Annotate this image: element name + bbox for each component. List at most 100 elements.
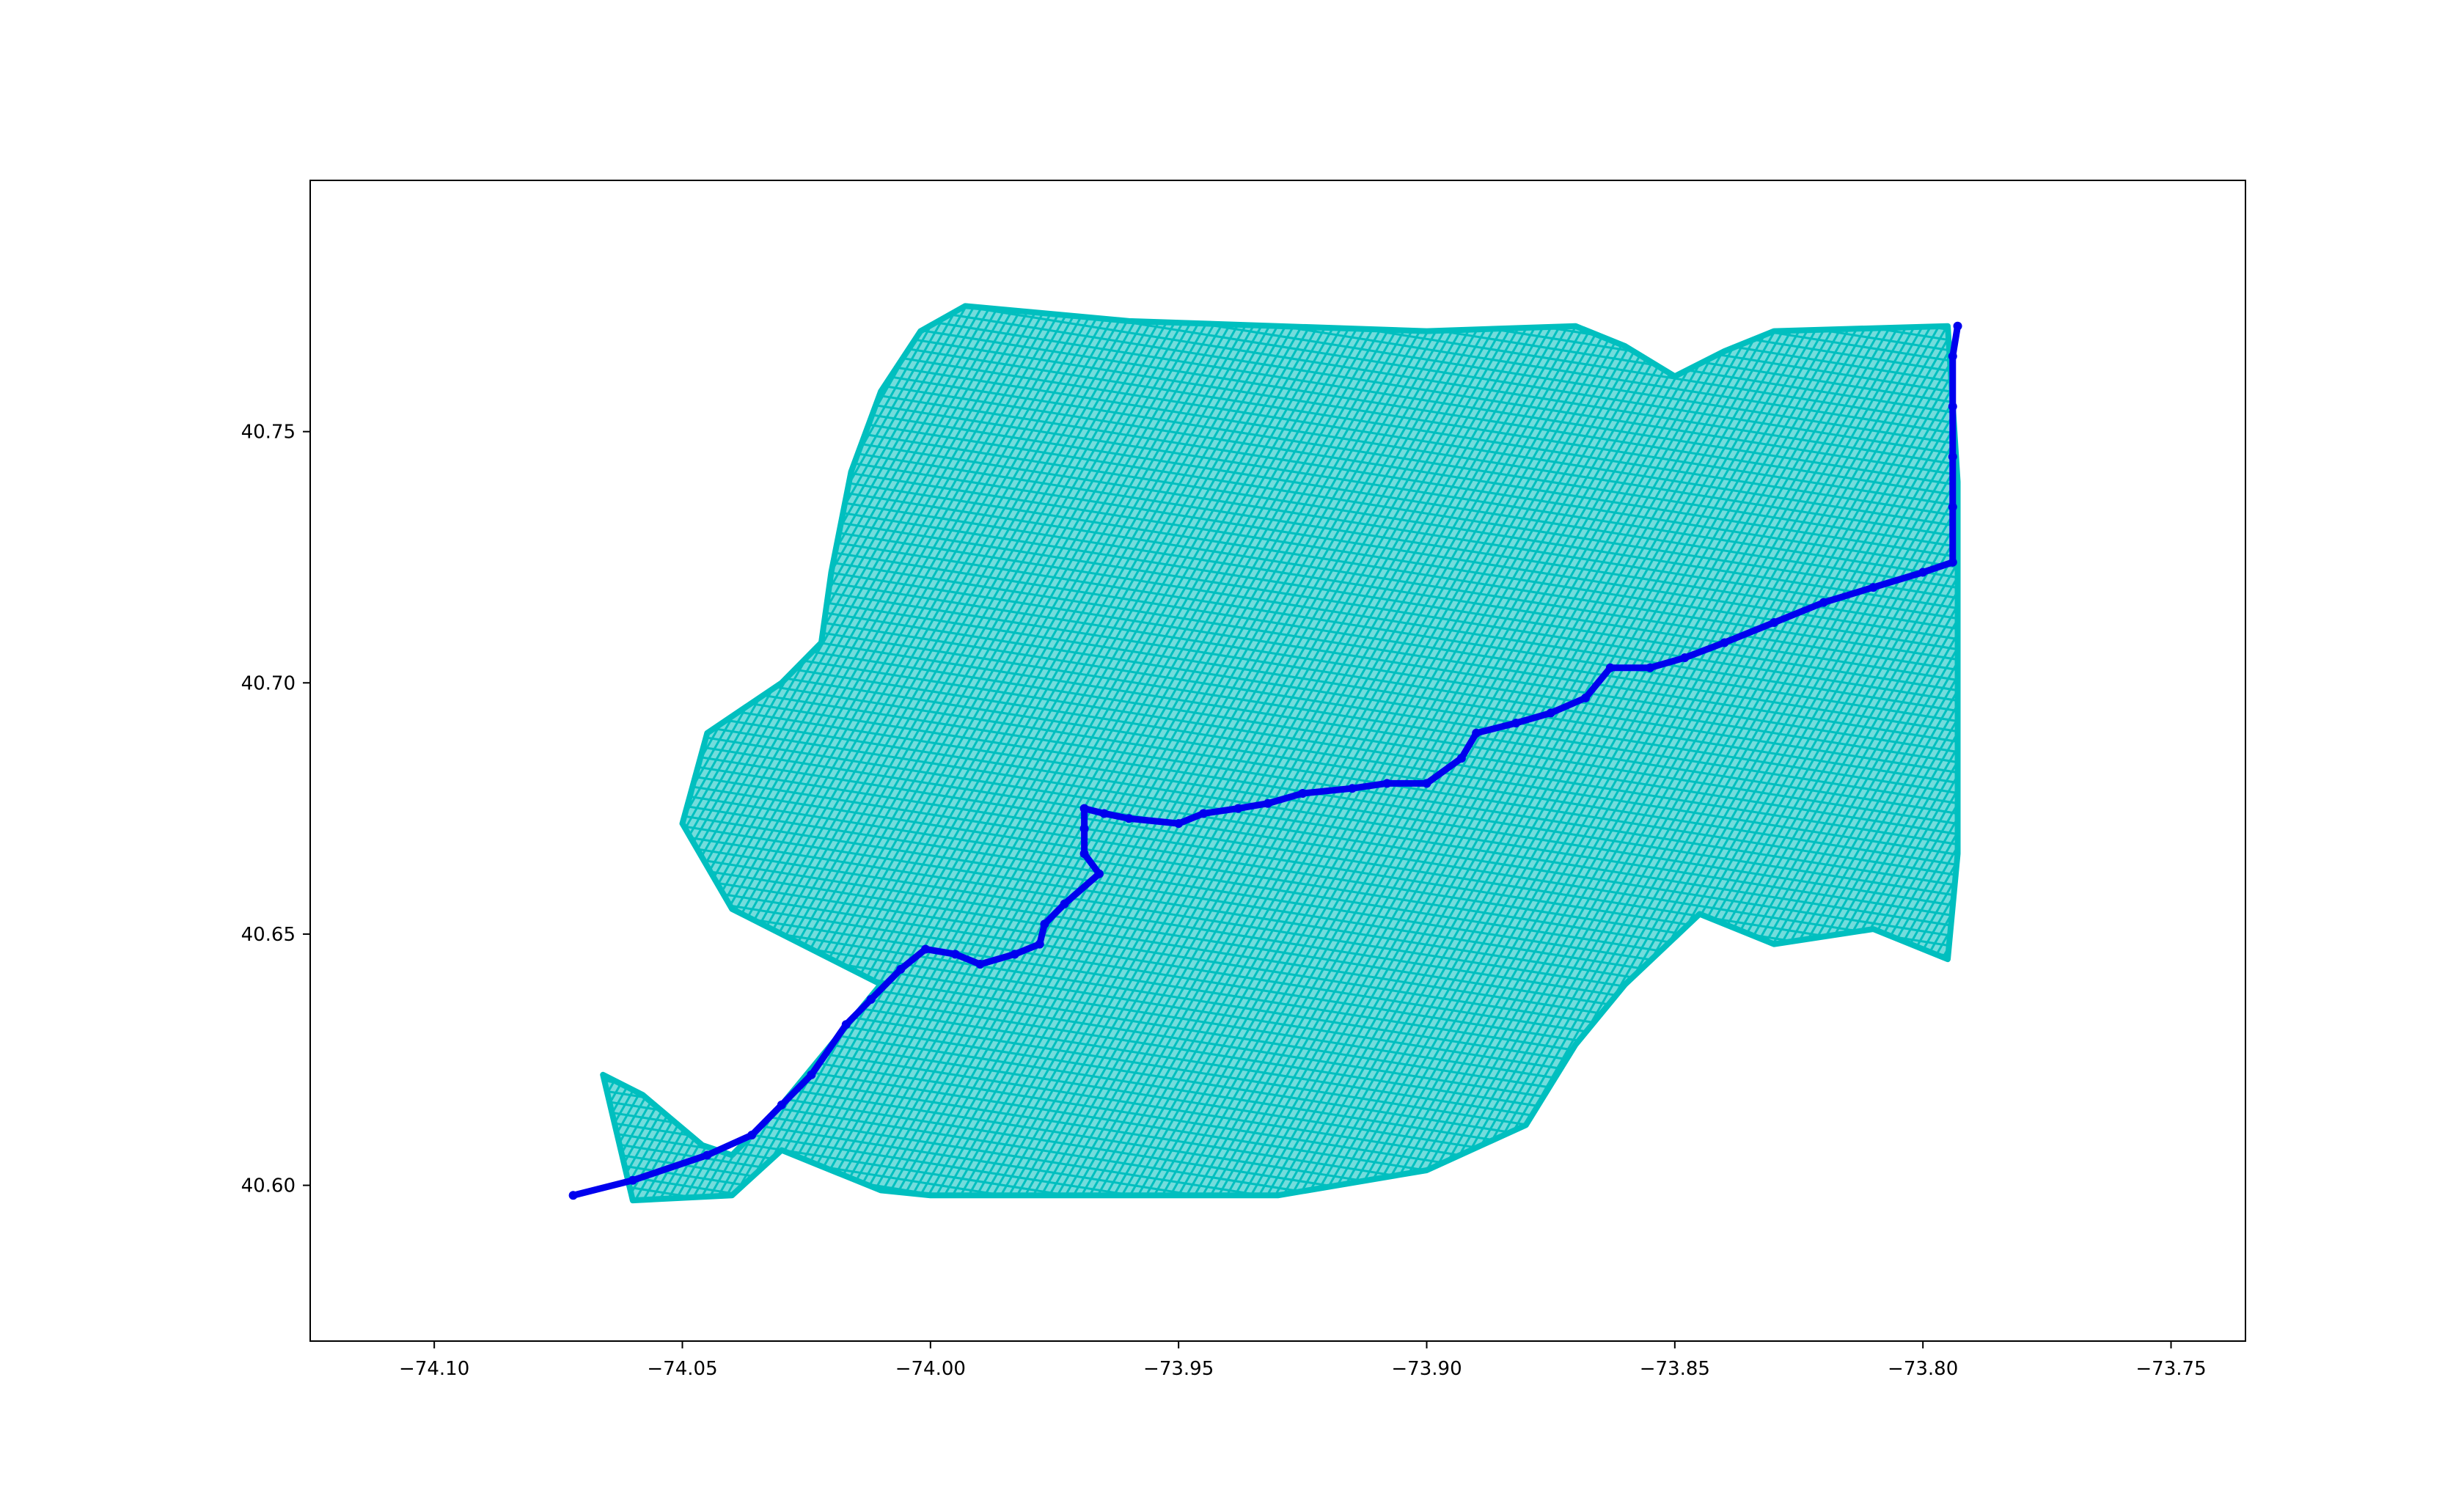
- street-line: [2193, 180, 2464, 1341]
- street-line: [2031, 180, 2464, 1341]
- route-point: [703, 1150, 712, 1160]
- street-line: [603, 306, 1958, 450]
- route-point: [1094, 869, 1104, 878]
- street-line: [2080, 180, 2464, 1341]
- street-line: [2257, 180, 2464, 1341]
- route-point: [568, 1191, 578, 1200]
- street-line: [2249, 180, 2464, 1341]
- route-point: [1546, 708, 1555, 718]
- street-line: [0, 180, 239, 1341]
- street-line: [0, 180, 150, 1341]
- street-line: [957, 306, 1620, 1201]
- street-line: [1054, 306, 1717, 1201]
- street-line: [2112, 180, 2464, 1341]
- street-line: [603, 1063, 1958, 1201]
- street-line: [1280, 306, 1943, 1201]
- street-line: [603, 306, 1958, 440]
- street-line: [2322, 180, 2464, 1341]
- street-line: [603, 306, 1958, 460]
- street-line: [310, 0, 2245, 284]
- street-line: [2354, 180, 2464, 1341]
- route-point: [1720, 638, 1729, 647]
- street-line: [0, 180, 578, 1341]
- route-point: [975, 960, 985, 969]
- street-line: [1344, 306, 1958, 1201]
- street-line: [310, 1362, 2245, 1487]
- street-line: [1901, 306, 1958, 1201]
- route-point: [807, 1070, 816, 1079]
- route-point: [1918, 568, 1928, 577]
- route-point: [1263, 798, 1272, 808]
- street-line: [310, 0, 2245, 151]
- street-line: [603, 306, 1958, 491]
- street-line: [1909, 306, 1958, 1201]
- route-point: [1948, 557, 1957, 567]
- street-line: [310, 1465, 2245, 1487]
- x-tick-label: −73.75: [2135, 1358, 2206, 1380]
- route-point: [1948, 351, 1957, 361]
- street-line: [603, 306, 660, 1201]
- street-line: [0, 180, 441, 1341]
- street-line: [603, 306, 708, 1201]
- street-line: [2152, 180, 2464, 1341]
- street-line: [1967, 180, 2464, 1341]
- x-tick-label: −73.80: [1888, 1358, 1958, 1380]
- street-line: [1949, 306, 1958, 1201]
- street-line: [2120, 180, 2464, 1341]
- street-line: [603, 306, 1200, 1201]
- street-line: [1191, 306, 1854, 1201]
- route-point: [1099, 809, 1109, 818]
- street-line: [603, 306, 716, 1201]
- street-line: [634, 306, 1297, 1201]
- street-line: [603, 306, 1958, 389]
- street-line: [0, 180, 70, 1341]
- street-line: [603, 306, 1096, 1201]
- street-line: [1215, 306, 1878, 1201]
- street-line: [310, 1290, 2245, 1487]
- street-line: [2015, 180, 2464, 1341]
- street-line: [603, 306, 1152, 1201]
- route-point: [1948, 502, 1957, 512]
- street-line: [731, 306, 1394, 1201]
- street-line: [0, 180, 376, 1341]
- street-line: [0, 180, 102, 1341]
- street-line: [0, 180, 433, 1341]
- street-line: [1070, 306, 1733, 1201]
- route-point: [1199, 809, 1208, 818]
- street-line: [603, 1115, 1958, 1201]
- street-line: [603, 306, 1958, 532]
- street-line: [603, 306, 700, 1201]
- x-tick-label: −73.95: [1143, 1358, 1214, 1380]
- street-line: [603, 306, 1233, 1201]
- street-line: [2427, 180, 2464, 1341]
- street-line: [2443, 180, 2464, 1341]
- route-point: [1472, 728, 1481, 738]
- route-point: [1035, 939, 1044, 949]
- street-line: [667, 306, 1330, 1201]
- street-line: [2209, 180, 2464, 1341]
- y-tick-label: 40.75: [241, 422, 296, 444]
- street-line: [603, 306, 1958, 502]
- street-line: [2225, 180, 2464, 1341]
- street-line: [1151, 306, 1814, 1201]
- street-line: [0, 180, 62, 1341]
- street-line: [0, 180, 513, 1341]
- street-line: [1062, 306, 1725, 1201]
- street-line: [0, 180, 360, 1341]
- street-line: [2201, 180, 2464, 1341]
- street-line: [1328, 306, 1958, 1201]
- street-line: [310, 1383, 2245, 1487]
- street-line: [0, 180, 183, 1341]
- street-line: [1933, 306, 1958, 1201]
- street-network-edge: [600, 303, 1961, 1204]
- street-line: [0, 180, 166, 1341]
- street-line: [1983, 180, 2464, 1341]
- street-line: [2435, 180, 2464, 1341]
- street-line: [603, 1104, 1958, 1201]
- street-line: [603, 306, 1958, 512]
- street-line: [603, 306, 1217, 1201]
- street-line: [310, 1444, 2245, 1487]
- route-point: [896, 964, 906, 974]
- street-line: [2104, 180, 2464, 1341]
- street-line: [868, 306, 1531, 1201]
